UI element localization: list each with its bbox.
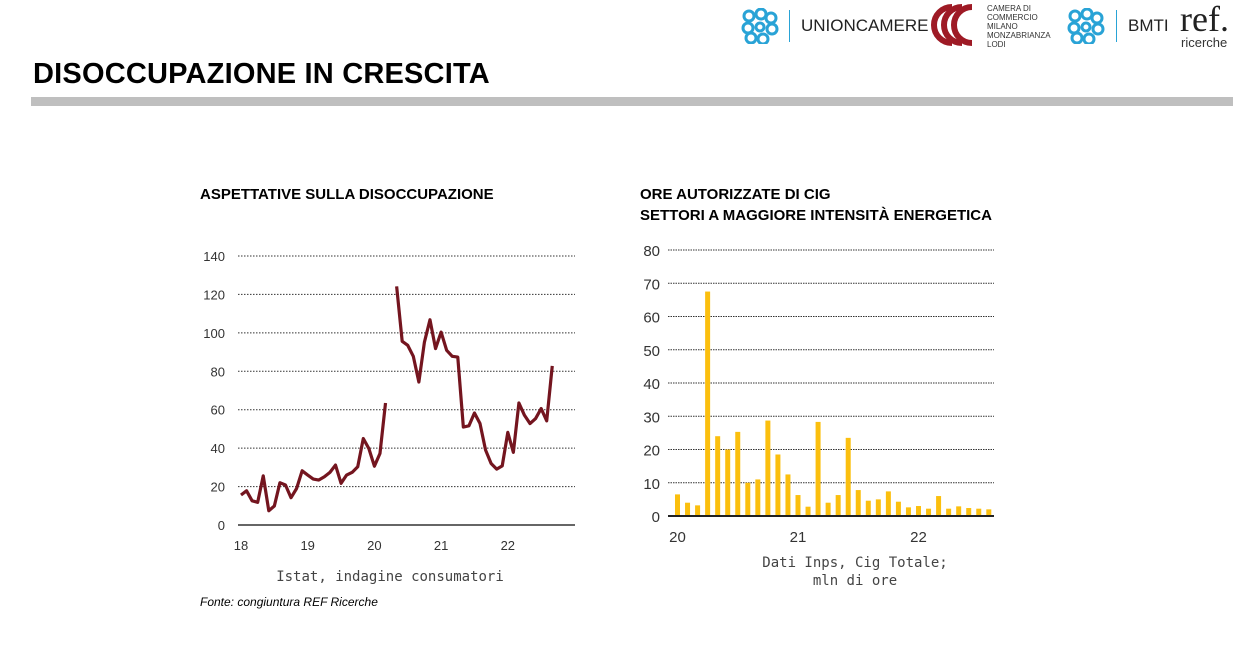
bar (885, 491, 891, 516)
bar (795, 495, 801, 516)
y-tick-label: 120 (203, 287, 225, 302)
bar (966, 508, 972, 516)
x-tick-label: 20 (367, 538, 381, 553)
bar (946, 508, 952, 516)
bar-chart-caption: Dati Inps, Cig Totale; mln di ore (705, 554, 1005, 590)
bmti-swirl-icon (1067, 8, 1105, 44)
bar (815, 421, 821, 516)
bar-chart-caption-line: mln di ore (812, 573, 898, 589)
y-tick-label: 60 (643, 310, 660, 327)
bar-chart-title: ORE AUTORIZZATE DI CIG SETTORI A MAGGIOR… (640, 184, 992, 226)
camera-line: COMMERCIO (987, 13, 1038, 22)
bar-chart-title-line: ORE AUTORIZZATE DI CIG (640, 186, 831, 203)
ricerche-label: ricerche (1181, 35, 1228, 50)
y-tick-label: 40 (211, 441, 225, 456)
bar-chart-caption-line: Dati Inps, Cig Totale; (762, 555, 948, 571)
data-line-segment (240, 402, 388, 513)
bar (685, 502, 691, 516)
page-title: DISOCCUPAZIONE IN CRESCITA (33, 58, 490, 90)
ref-ricerche-logo: ref. ricerche (1178, 0, 1233, 52)
camera-line: LODI (987, 40, 1006, 49)
y-tick-label: 10 (643, 476, 660, 493)
bar (765, 420, 771, 516)
bar (775, 454, 781, 516)
bar (825, 502, 831, 516)
bmti-label: BMTI (1128, 16, 1169, 35)
bar (805, 506, 811, 516)
bar (695, 505, 701, 516)
y-tick-label: 100 (203, 326, 225, 341)
x-tick-label: 21 (434, 538, 448, 553)
y-tick-label: 20 (643, 443, 660, 460)
camera-line: CAMERA DI (987, 4, 1032, 13)
bar (785, 474, 791, 516)
title-divider-bar (31, 97, 1233, 106)
bar (735, 431, 741, 516)
y-tick-label: 0 (652, 509, 660, 526)
camera-commercio-text: CAMERA DI COMMERCIO MILANO MONZABRIANZA … (987, 4, 1051, 49)
y-tick-label: 70 (643, 276, 660, 293)
bar (926, 508, 932, 516)
bar (916, 506, 921, 516)
bar (835, 495, 841, 516)
bar (845, 437, 851, 516)
bar (895, 501, 901, 516)
bar (855, 490, 861, 516)
data-line-segment (395, 286, 554, 471)
x-tick-label: 22 (910, 529, 927, 546)
bar (705, 291, 711, 516)
bar (936, 496, 942, 516)
camera-commercio-ccc-icon (931, 4, 973, 46)
bar (875, 499, 881, 516)
y-tick-label: 80 (643, 243, 660, 260)
x-tick-label: 19 (300, 538, 314, 553)
y-tick-label: 20 (211, 480, 225, 495)
x-tick-label: 20 (669, 529, 686, 546)
unemployment-expectations-line-chart: 0 20 40 60 80 100 120 140 18 19 20 21 22 (203, 249, 575, 553)
camera-commercio-logo: CAMERA DI COMMERCIO MILANO MONZABRIANZA … (930, 3, 1060, 49)
bar (755, 479, 761, 516)
y-tick-label: 140 (203, 249, 225, 264)
bar (745, 482, 751, 516)
logo-divider (1116, 10, 1117, 42)
bar (865, 500, 871, 516)
line-chart-title: ASPETTATIVE SULLA DISOCCUPAZIONE (200, 186, 494, 203)
bar (905, 507, 911, 516)
ref-label: ref. (1180, 0, 1229, 39)
bmti-logo: BMTI (1066, 8, 1176, 44)
bar (986, 509, 992, 516)
unioncamere-label: UNIONCAMERE (801, 16, 929, 35)
bar (956, 506, 962, 516)
bar (725, 449, 731, 516)
y-tick-label: 30 (643, 409, 660, 426)
bar (675, 494, 680, 516)
y-tick-label: 50 (643, 343, 660, 360)
x-tick-label: 22 (501, 538, 515, 553)
cig-hours-bar-chart: 0 10 20 30 40 50 60 70 80 20 21 22 (643, 243, 994, 546)
source-note: Fonte: congiuntura REF Ricerche (200, 595, 378, 609)
bar (976, 508, 982, 516)
unioncamere-swirl-icon (741, 8, 779, 44)
x-tick-label: 21 (790, 529, 807, 546)
x-tick-label: 18 (234, 538, 248, 553)
y-tick-label: 60 (211, 403, 225, 418)
camera-line: MILANO (987, 22, 1018, 31)
line-chart-caption: Istat, indagine consumatori (276, 569, 504, 585)
unioncamere-logo: UNIONCAMERE (740, 8, 930, 44)
bar (715, 436, 721, 516)
logo-divider (789, 10, 790, 42)
camera-line: MONZABRIANZA (987, 31, 1051, 40)
bar-chart-subtitle-line: SETTORI A MAGGIORE INTENSITÀ ENERGETICA (640, 207, 992, 224)
y-tick-label: 80 (211, 364, 225, 379)
y-tick-label: 40 (643, 376, 660, 393)
y-tick-label: 0 (218, 518, 225, 533)
